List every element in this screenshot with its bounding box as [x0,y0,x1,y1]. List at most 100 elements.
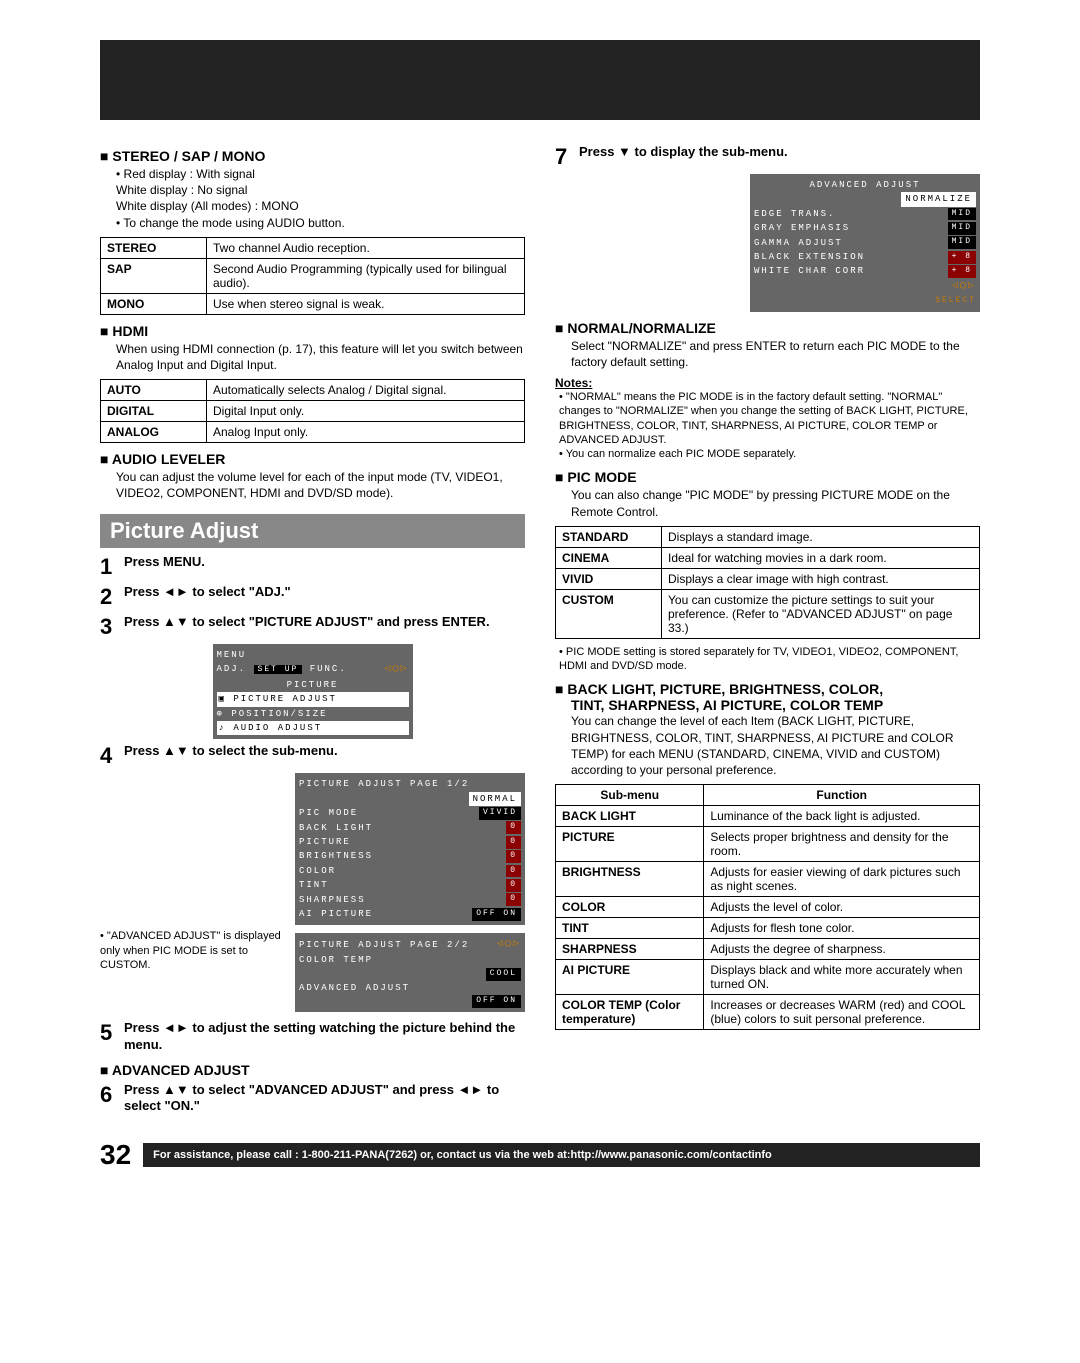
audio-text: You can adjust the volume level for each… [116,469,525,501]
picmode-text: You can also change "PIC MODE" by pressi… [571,487,980,519]
menu-head: PICTURE ADJUST PAGE 1/2 [299,777,469,791]
menu-val: + 8 [948,265,976,278]
step-num: 2 [100,584,124,610]
menu-val: 0 [506,836,521,849]
cell: Ideal for watching movies in a dark room… [662,547,980,568]
menu-line: COLOR [299,864,336,878]
th: Sub-menu [556,785,704,806]
menu-val: VIVID [479,807,521,820]
menu-val: NORMAL [469,792,521,806]
cell: STANDARD [562,530,628,544]
cell: MONO [107,297,144,311]
menu-screen-3: PICTURE ADJUST PAGE 2/2◁◯▷ COLOR TEMP CO… [295,933,525,1011]
menu-line: FUNC. [310,664,347,674]
menu-val: 0 [506,893,521,906]
cell: Second Audio Programming (typically used… [207,258,525,293]
cell: SAP [107,262,132,276]
stereo-b3: White display (All modes) : MONO [116,198,525,214]
cell: Digital Input only. [207,401,525,422]
cell: Luminance of the back light is adjusted. [704,806,980,827]
cell: Adjusts for flesh tone color. [704,918,980,939]
stereo-table: STEREOTwo channel Audio reception. SAPSe… [100,237,525,315]
cell: Automatically selects Analog / Digital s… [207,380,525,401]
back-title1: ■ BACK LIGHT, PICTURE, BRIGHTNESS, COLOR… [555,681,980,697]
adv-title: ADVANCED ADJUST [100,1062,525,1078]
menu-val: 0 [506,865,521,878]
page-number: 32 [100,1139,131,1171]
menu-head: ADVANCED ADJUST [754,178,976,192]
right-column: 7Press ▼ to display the sub-menu. ADVANC… [555,140,980,1119]
step-6: Press ▲▼ to select "ADVANCED ADJUST" and… [124,1082,525,1116]
cell: AUTO [107,383,141,397]
cell: Adjusts the degree of sharpness. [704,939,980,960]
cell: Displays a clear image with high contras… [662,568,980,589]
menu-line: PICTURE [217,678,409,692]
footer-text: For assistance, please call : 1-800-211-… [143,1143,980,1167]
menu-line: PICTURE [299,835,351,849]
menu-line: BRIGHTNESS [299,849,373,863]
menu-line: COLOR TEMP [299,953,373,967]
menu-val: NORMALIZE [901,192,976,206]
hdmi-title: HDMI [100,323,525,339]
position-icon: ⊕ [217,709,224,719]
step-num: 4 [100,743,124,769]
menu-line: GRAY EMPHASIS [754,221,850,235]
menu-screen-2: PICTURE ADJUST PAGE 1/2 NORMAL PIC MODE V… [295,773,525,925]
audio-icon: ♪ [219,723,226,733]
menu-line: AI PICTURE [299,907,373,921]
menu-line: POSITION/SIZE [231,709,327,719]
cell: Increases or decreases WARM (red) and CO… [704,995,980,1030]
menu-line: BLACK EXTENSION [754,250,865,264]
adv-note: • "ADVANCED ADJUST" is displayed only wh… [100,929,287,972]
note-1: "NORMAL" means the PIC MODE is in the fa… [559,390,980,447]
cell: COLOR [562,900,605,914]
cell: Analog Input only. [207,422,525,443]
menu-val: OFF ON [472,908,521,921]
dpad-icon: ◁◯▷ [384,662,408,678]
note-2: You can normalize each PIC MODE separate… [559,447,980,461]
cell: Adjusts the level of color. [704,897,980,918]
step-num: 5 [100,1020,124,1046]
step-5: Press ◄► to adjust the setting watching … [124,1020,525,1054]
cell: Selects proper brightness and density fo… [704,827,980,862]
menu-line: TINT [299,878,329,892]
menu-val: 0 [506,850,521,863]
picmode-table: STANDARDDisplays a standard image. CINEM… [555,526,980,639]
cell: COLOR TEMP (Color temperature) [562,998,680,1026]
left-column: STEREO / SAP / MONO Red display : With s… [100,140,525,1119]
step-num: 7 [555,144,579,170]
step-7: Press ▼ to display the sub-menu. [579,144,788,161]
menu-line: PIC MODE [299,806,358,820]
cell: PICTURE [562,830,615,844]
menu-val: + 8 [948,251,976,264]
cell: STEREO [107,241,156,255]
hdmi-text: When using HDMI connection (p. 17), this… [116,341,525,373]
step-2: Press ◄► to select "ADJ." [124,584,291,601]
cell: DIGITAL [107,404,154,418]
menu-val: COOL [486,968,521,981]
step-num: 1 [100,554,124,580]
menu-val: MID [948,222,976,235]
cell: VIVID [562,572,593,586]
dpad-icon: ◁◯▷ [952,279,976,295]
step-1: Press MENU. [124,554,205,571]
menu-val: 0 [506,821,521,834]
step-3: Press ▲▼ to select "PICTURE ADJUST" and … [124,614,490,631]
cell: BACK LIGHT [562,809,636,823]
menu-line: PICTURE ADJUST [233,694,337,704]
menu-line: GAMMA ADJUST [754,236,843,250]
position-icon: ▣ [219,694,226,704]
normal-title: NORMAL/NORMALIZE [555,320,980,336]
menu-line: EDGE TRANS. [754,207,835,221]
cell: TINT [562,921,589,935]
menu-line: SHARPNESS [299,893,366,907]
cell: Displays a standard image. [662,526,980,547]
dpad-icon: ◁◯▷ [497,937,521,953]
menu-val: MID [948,236,976,249]
step-num: 3 [100,614,124,640]
back-table: Sub-menuFunction BACK LIGHT Luminance of … [555,784,980,1030]
th: Function [704,785,980,806]
step-4: Press ▲▼ to select the sub-menu. [124,743,338,760]
select-label: SELECT [754,295,976,308]
picmode-foot: PIC MODE setting is stored separately fo… [559,645,980,674]
